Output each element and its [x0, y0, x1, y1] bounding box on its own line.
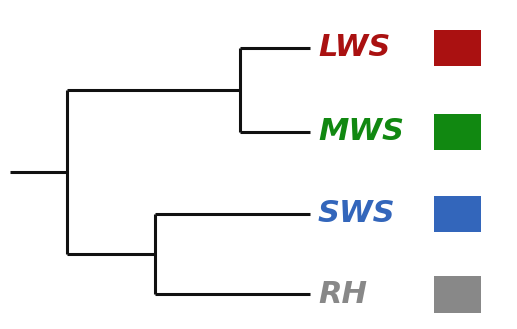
- Bar: [434, 114, 481, 150]
- Text: MWS: MWS: [318, 117, 404, 146]
- Bar: [434, 276, 481, 313]
- Bar: [434, 196, 481, 232]
- Bar: [434, 30, 481, 66]
- Text: RH: RH: [318, 280, 367, 309]
- Text: SWS: SWS: [318, 199, 396, 228]
- Text: LWS: LWS: [318, 33, 390, 62]
